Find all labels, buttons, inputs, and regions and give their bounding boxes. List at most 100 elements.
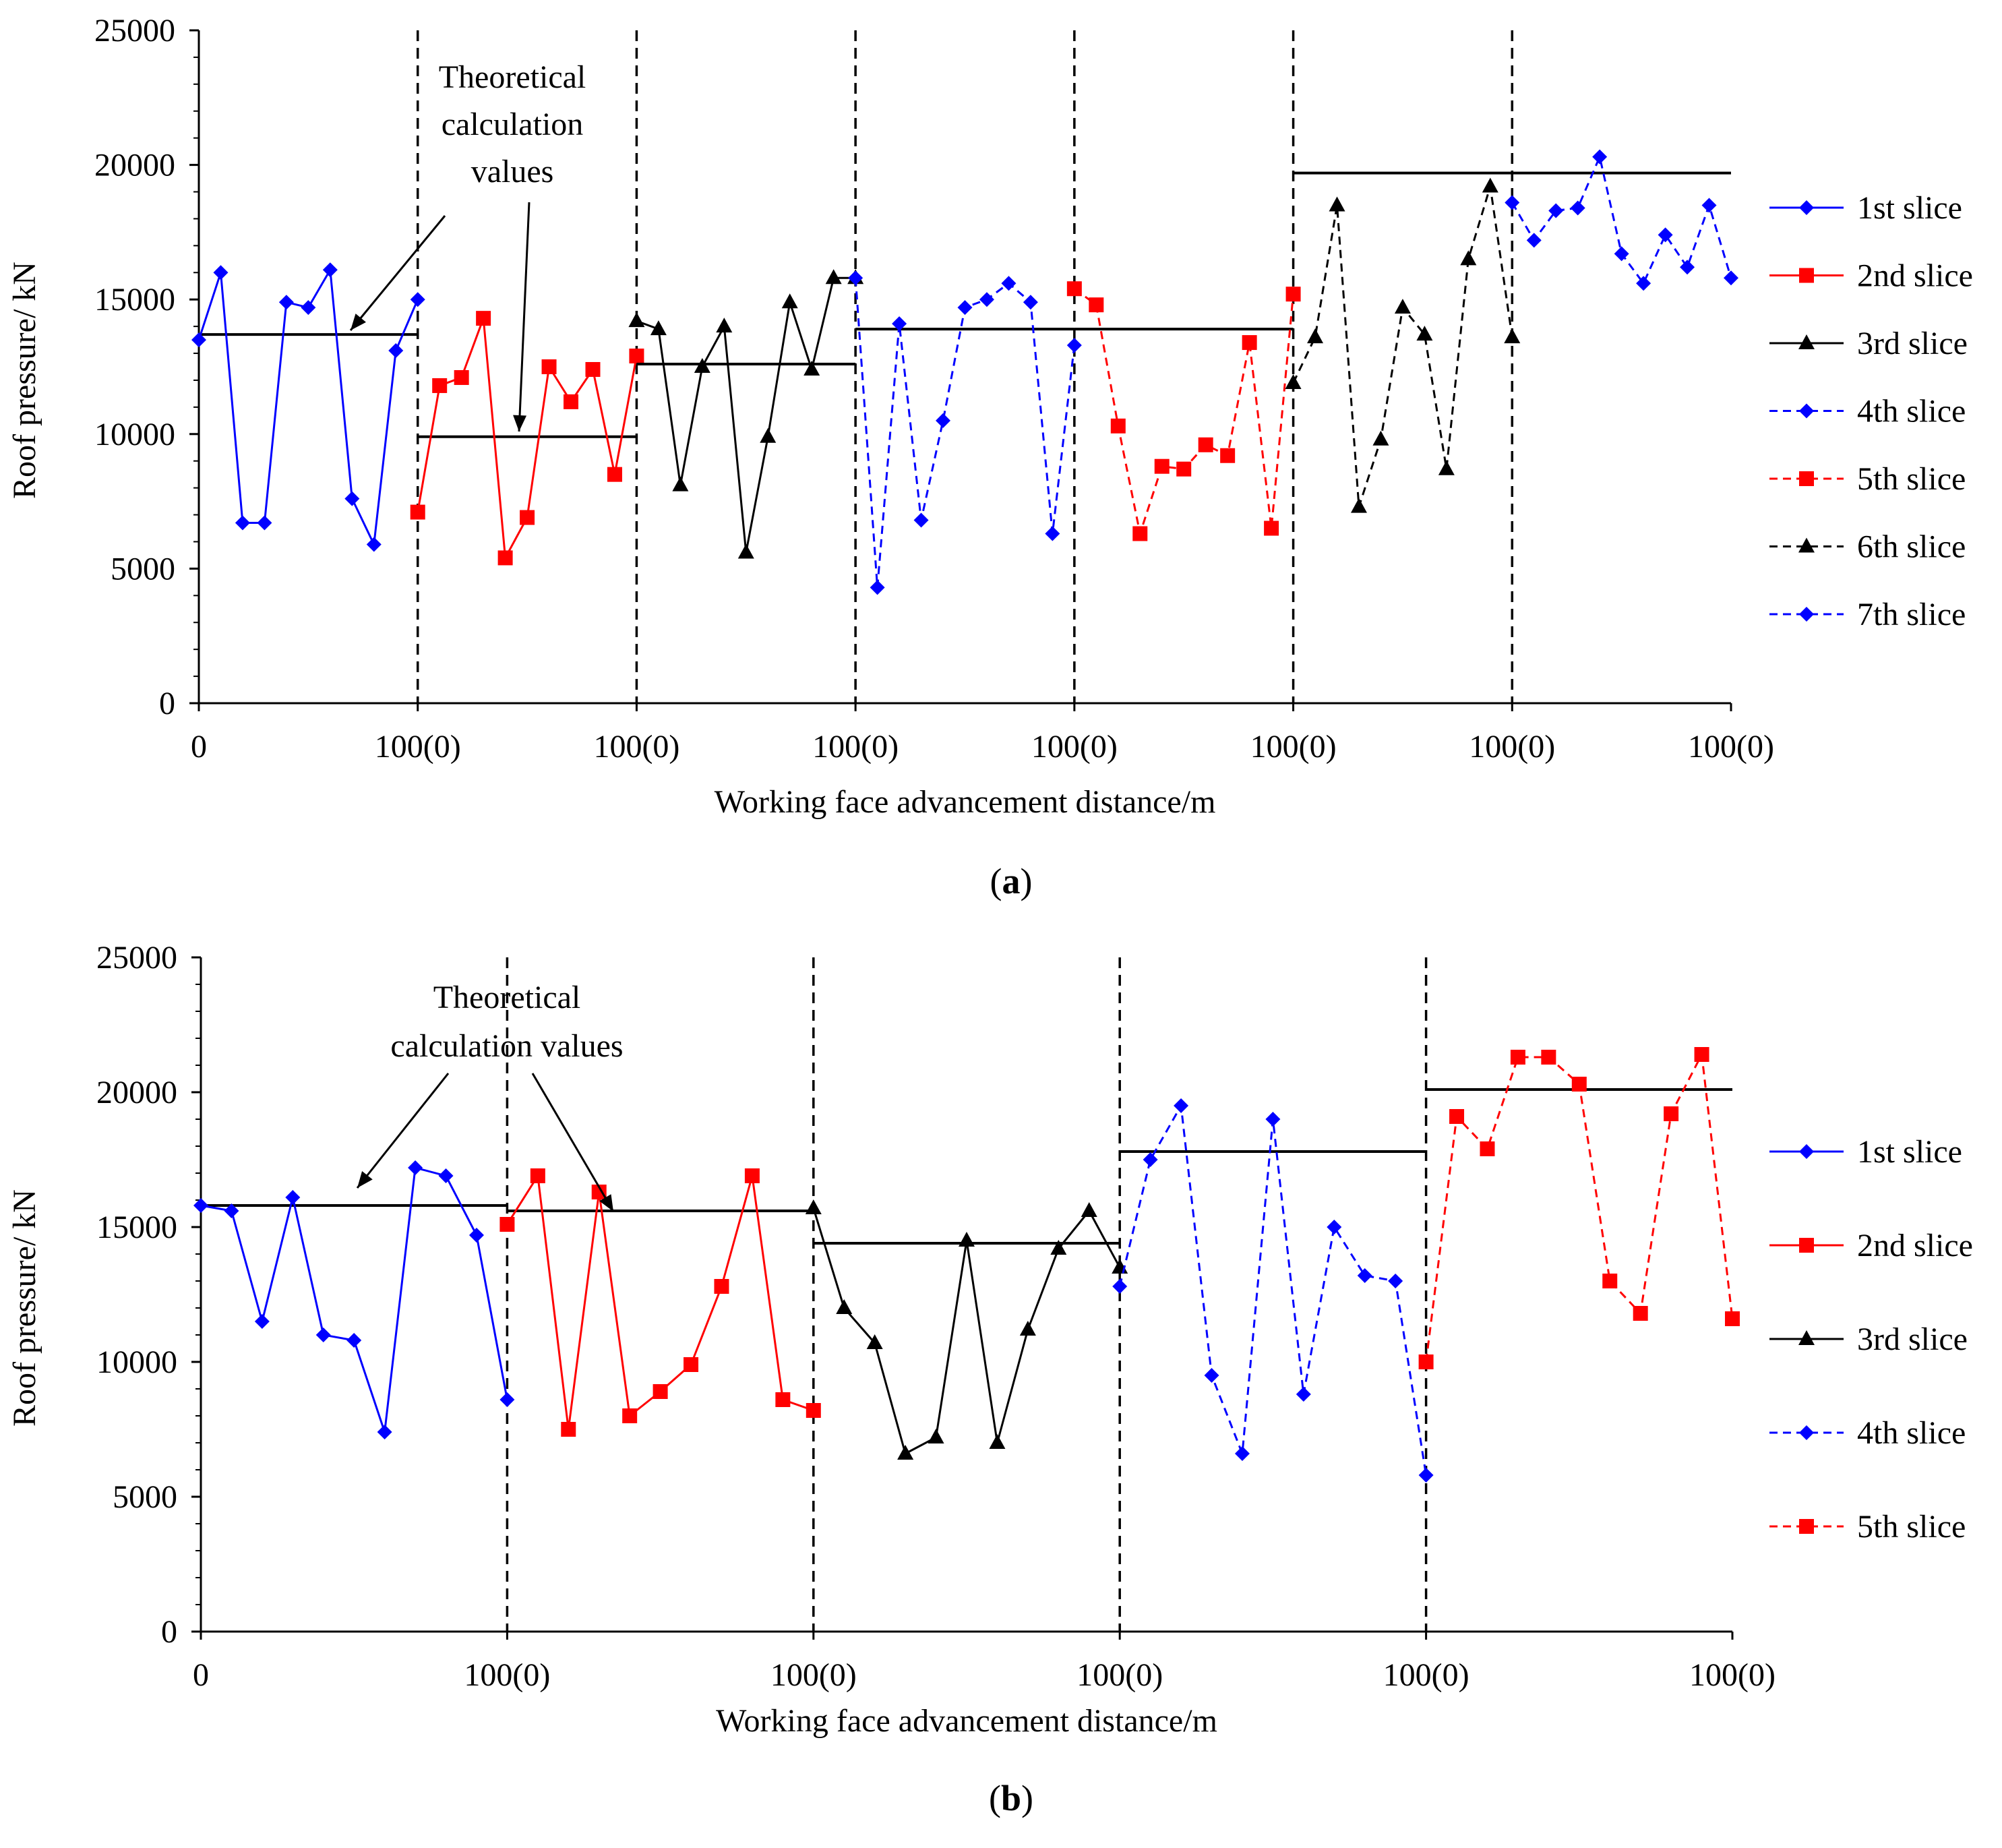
data-point: [866, 1334, 883, 1349]
data-point: [1081, 1202, 1097, 1217]
series-1: [193, 1160, 515, 1439]
data-point: [224, 1203, 239, 1218]
data-point: [388, 343, 404, 359]
legend-label: 5th slice: [1857, 461, 1966, 497]
data-point: [1204, 1368, 1219, 1383]
data-point: [928, 1429, 944, 1443]
data-point: [1220, 448, 1236, 463]
x-tick-label: 100(0): [1250, 729, 1337, 765]
series-line: [636, 276, 856, 553]
data-point: [694, 358, 710, 373]
series-line: [200, 1166, 508, 1433]
y-tick-label: 20000: [96, 1075, 177, 1110]
data-point: [1449, 1109, 1465, 1124]
legend-marker: [1798, 537, 1815, 553]
series-line: [1511, 153, 1732, 286]
legend-marker: [1799, 1238, 1814, 1253]
data-point: [468, 1228, 484, 1243]
data-point: [1602, 1274, 1618, 1288]
data-point: [1418, 1468, 1434, 1483]
legend-marker: [1799, 268, 1814, 283]
x-tick-label: 100(0): [1076, 1657, 1163, 1693]
data-point: [1482, 177, 1498, 193]
x-tick-label: 100(0): [1469, 729, 1555, 765]
data-point: [301, 300, 316, 316]
data-point: [760, 427, 777, 443]
x-tick-label: 0: [193, 1657, 209, 1693]
x-tick-label: 100(0): [375, 729, 461, 765]
legend-label: 7th slice: [1857, 597, 1966, 632]
legend: 1st slice 2nd slice 3rd slice 4th slice 5th …: [1769, 190, 1973, 632]
chart-panel-b: 0 5000 10000 15000 20000 25000 0 100(0) 100(0) 10…: [7, 940, 1973, 1818]
data-point: [1265, 1112, 1281, 1127]
data-point: [213, 265, 229, 280]
series-line: [854, 278, 1076, 588]
series-3: [805, 1199, 1128, 1460]
data-point: [1357, 1268, 1372, 1283]
x-tick-label: 100(0): [1689, 1657, 1776, 1693]
series-line: [1425, 1050, 1734, 1363]
annotation-text: Theoretical calculation values: [390, 980, 623, 1064]
series-3: [628, 269, 864, 559]
data-point: [1264, 520, 1279, 536]
data-point: [870, 580, 885, 595]
y-tick-label: 5000: [111, 551, 175, 587]
data-point: [684, 1357, 699, 1372]
data-point: [285, 1190, 301, 1205]
data-point: [1725, 1311, 1740, 1326]
legend-label: 4th slice: [1857, 394, 1966, 429]
series-line: [1118, 1102, 1428, 1476]
data-point: [1664, 1106, 1679, 1121]
series-5: [1066, 281, 1301, 541]
legend-marker: [1799, 471, 1814, 486]
data-point: [1045, 526, 1060, 541]
legend-label: 6th slice: [1857, 529, 1966, 565]
data-point: [1176, 461, 1192, 477]
x-tick-label: 100(0): [464, 1657, 550, 1693]
data-point: [1112, 1279, 1128, 1294]
data-point: [737, 543, 754, 559]
data-point: [1296, 1387, 1311, 1402]
data-point: [432, 378, 448, 393]
data-point: [1592, 149, 1608, 165]
data-point: [1614, 246, 1629, 262]
data-point: [1066, 338, 1082, 353]
data-point: [193, 1198, 208, 1213]
data-point: [781, 293, 798, 309]
data-point: [257, 515, 272, 531]
data-point: [672, 476, 689, 491]
series-line: [1073, 288, 1295, 538]
data-point: [622, 1408, 638, 1423]
data-point: [979, 292, 994, 307]
data-point: [1307, 328, 1324, 344]
y-tick-label: 10000: [94, 417, 175, 452]
data-point: [235, 515, 250, 531]
y-tick-label: 10000: [96, 1344, 177, 1380]
data-point: [653, 1384, 668, 1399]
legend-label: 1st slice: [1857, 1134, 1962, 1170]
legend: 1st slice 2nd slice 3rd slice 4th slice 5th …: [1769, 1134, 1973, 1545]
data-point: [1658, 227, 1673, 243]
data-point: [1416, 326, 1433, 341]
y-axis-label: Roof pressure/ kN: [7, 262, 42, 499]
data-point: [1001, 276, 1017, 291]
data-point: [628, 312, 645, 328]
data-point: [1504, 328, 1521, 344]
data-point: [1066, 281, 1082, 297]
legend-marker: [1799, 1425, 1814, 1440]
annotation-arrowhead: [599, 1194, 613, 1212]
data-point: [913, 512, 929, 528]
data-point: [1285, 287, 1301, 302]
data-point: [957, 300, 973, 316]
x-axis-label: Working face advancement distance/m: [716, 1703, 1217, 1739]
y-tick-label: 5000: [113, 1479, 177, 1515]
legend-marker: [1798, 334, 1815, 349]
annotation-arrowhead: [513, 415, 527, 431]
y-tick-label: 0: [161, 1614, 177, 1650]
annotation-arrow: [349, 215, 446, 331]
data-point: [775, 1392, 791, 1407]
series-5: [1418, 1047, 1740, 1369]
data-point: [1680, 260, 1695, 275]
legend-marker: [1799, 607, 1814, 622]
